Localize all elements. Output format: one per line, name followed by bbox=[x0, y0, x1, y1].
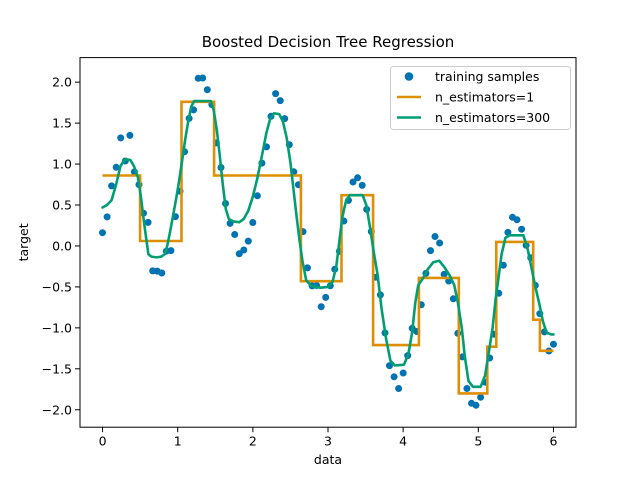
scatter-point bbox=[253, 192, 261, 200]
scatter-point bbox=[427, 247, 434, 255]
scatter-point bbox=[144, 218, 152, 226]
scatter-point bbox=[244, 237, 252, 245]
scatter-point bbox=[513, 216, 521, 224]
scatter-point bbox=[463, 385, 471, 392]
y-tick-label: −0.5 bbox=[42, 279, 72, 294]
scatter-point bbox=[126, 131, 134, 139]
scatter-point bbox=[399, 369, 407, 377]
y-tick-label: 0.5 bbox=[52, 198, 72, 213]
y-tick-label: −2.0 bbox=[42, 402, 72, 417]
scatter-point bbox=[203, 86, 211, 94]
legend-marker-training-samples bbox=[404, 72, 414, 81]
scatter-point bbox=[240, 246, 248, 254]
scatter-point bbox=[436, 239, 444, 247]
scatter-point bbox=[431, 233, 439, 240]
scatter-point bbox=[349, 178, 357, 186]
x-tick-label: 3 bbox=[324, 434, 332, 449]
legend-box bbox=[390, 66, 571, 130]
plot-area bbox=[99, 74, 557, 409]
scatter-point bbox=[199, 74, 207, 82]
scatter-point bbox=[477, 393, 485, 401]
y-tick-label: 1.0 bbox=[52, 157, 72, 172]
y-tick-label: 1.5 bbox=[52, 116, 72, 131]
scatter-point bbox=[103, 213, 111, 221]
scatter-point bbox=[231, 231, 239, 238]
scatter-point bbox=[358, 181, 366, 189]
scatter-point bbox=[249, 219, 257, 226]
scatter-point bbox=[472, 401, 480, 409]
scatter-point bbox=[167, 247, 175, 255]
x-tick-label: 0 bbox=[99, 434, 107, 449]
scatter-point bbox=[354, 174, 362, 182]
y-tick-label: −1.0 bbox=[42, 320, 72, 335]
x-tick-label: 5 bbox=[474, 434, 482, 449]
chart-title: Boosted Decision Tree Regression bbox=[202, 33, 455, 51]
scatter-point bbox=[440, 270, 448, 278]
line-n-estimators-300 bbox=[101, 99, 555, 389]
legend-label-n-estimators-1: n_estimators=1 bbox=[435, 90, 534, 105]
scatter-point bbox=[117, 134, 125, 142]
axes-ticks: 0 1 2 3 4 5 6 2.0 1.5 1.0 0.5 0.0 −0.5 −1.0 −1.5 −2.0 bbox=[42, 75, 558, 449]
scatter-point bbox=[276, 97, 284, 105]
scatter-point bbox=[99, 229, 106, 237]
x-tick-label: 4 bbox=[399, 434, 407, 449]
y-tick-label: −1.5 bbox=[42, 361, 72, 376]
y-axis-label: target bbox=[16, 223, 31, 261]
scatter-point bbox=[518, 225, 526, 233]
x-axis-label: data bbox=[314, 452, 342, 467]
legend-label-n-estimators-300: n_estimators=300 bbox=[435, 110, 550, 125]
scatter-point bbox=[235, 250, 243, 258]
scatter-point bbox=[112, 163, 120, 171]
legend: training samples n_estimators=1 n_estima… bbox=[390, 66, 571, 130]
scatter-point bbox=[304, 264, 311, 272]
scatter-point bbox=[395, 385, 403, 392]
x-tick-label: 2 bbox=[249, 434, 257, 449]
x-tick-label: 1 bbox=[174, 434, 182, 449]
scatter-point bbox=[449, 295, 457, 303]
legend-label-training-samples: training samples bbox=[435, 69, 539, 84]
scatter-point bbox=[550, 340, 557, 348]
y-tick-label: 0.0 bbox=[52, 238, 72, 253]
scatter-point bbox=[317, 303, 325, 311]
line-n-estimators-1 bbox=[102, 100, 554, 395]
y-tick-label: 2.0 bbox=[52, 75, 72, 90]
scatter-point bbox=[108, 182, 116, 190]
scatter-point bbox=[322, 293, 330, 301]
scatter-point bbox=[158, 269, 166, 277]
scatter-point bbox=[272, 90, 280, 98]
scatter-point bbox=[386, 362, 393, 370]
x-tick-label: 6 bbox=[549, 434, 557, 449]
scatter-point bbox=[390, 373, 398, 381]
